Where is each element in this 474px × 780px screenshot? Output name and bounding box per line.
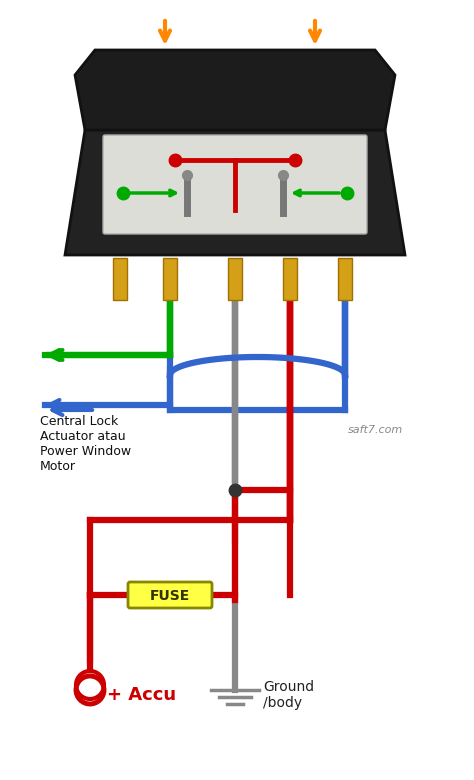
Bar bbox=[283, 258, 297, 300]
Text: saft7.com: saft7.com bbox=[348, 425, 403, 435]
Polygon shape bbox=[75, 50, 395, 130]
Bar bbox=[113, 258, 127, 300]
FancyBboxPatch shape bbox=[103, 135, 367, 234]
Text: Central Lock
Actuator atau
Power Window
Motor: Central Lock Actuator atau Power Window … bbox=[40, 415, 131, 473]
FancyBboxPatch shape bbox=[128, 582, 212, 608]
Bar bbox=[228, 258, 242, 300]
Bar bbox=[163, 258, 177, 300]
Text: + Accu: + Accu bbox=[107, 686, 176, 704]
Polygon shape bbox=[65, 130, 405, 255]
Text: FUSE: FUSE bbox=[150, 589, 190, 603]
Text: Ground
/body: Ground /body bbox=[263, 680, 314, 710]
Bar bbox=[338, 258, 352, 300]
